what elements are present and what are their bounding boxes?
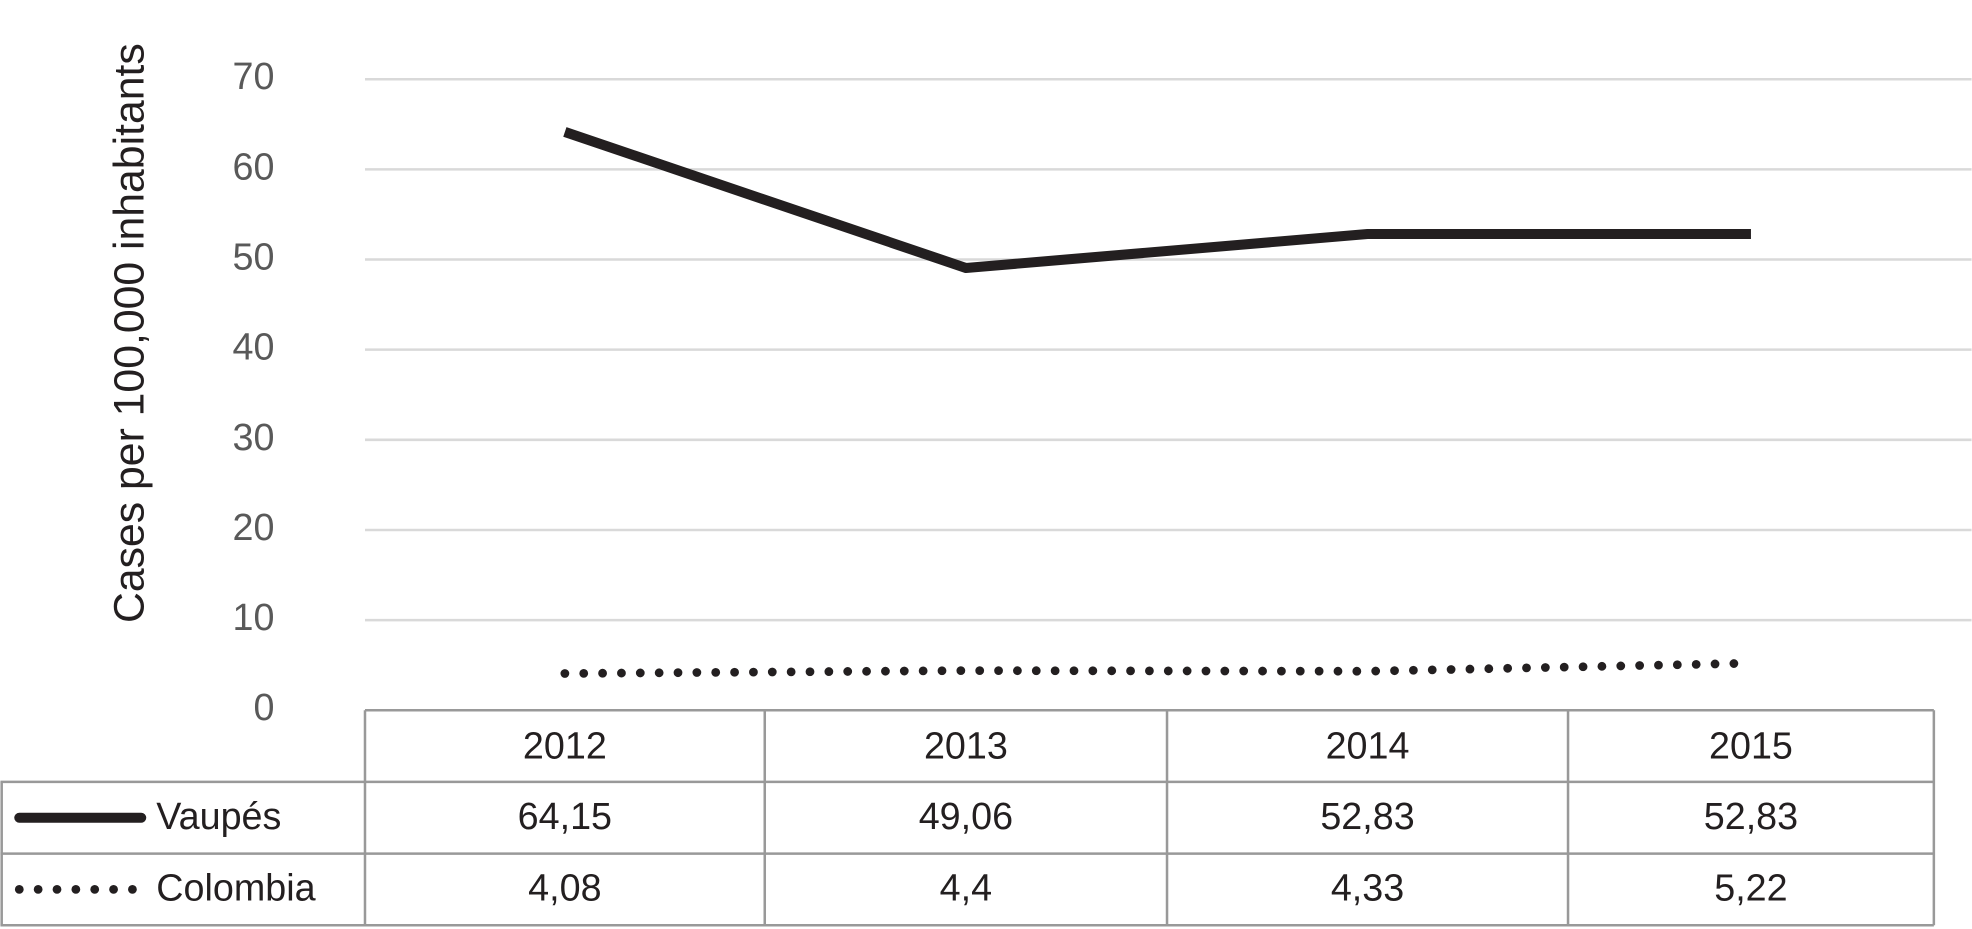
table-value: 4,4 [940, 867, 992, 909]
y-tick-label: 0 [254, 686, 275, 728]
y-tick-label: 70 [233, 55, 275, 97]
table-value: 4,08 [528, 867, 601, 909]
y-axis-title: Cases per 100,000 inhabitants [106, 43, 154, 623]
y-tick-label: 30 [233, 416, 275, 458]
table-value: 4,33 [1331, 867, 1404, 909]
data-line [563, 127, 1751, 274]
x-tick-label: 2015 [1709, 725, 1793, 767]
x-tick-label: 2013 [924, 725, 1008, 767]
x-tick-label: 2012 [523, 725, 607, 767]
y-tick-label: 20 [233, 506, 275, 548]
table-value: 52,83 [1704, 795, 1798, 837]
legend-label: Colombia [156, 867, 315, 909]
table-value: 5,22 [1714, 867, 1787, 909]
table-value: 49,06 [919, 795, 1013, 837]
y-tick-label: 50 [233, 235, 275, 277]
table-value: 52,83 [1320, 795, 1414, 837]
y-tick-label: 10 [233, 596, 275, 638]
x-tick-label: 2014 [1326, 725, 1410, 767]
y-tick-label: 40 [233, 326, 275, 368]
legend-label: Vaupés [156, 795, 281, 837]
table-value: 64,15 [518, 795, 612, 837]
y-tick-label: 60 [233, 145, 275, 187]
data-line [560, 658, 1756, 678]
